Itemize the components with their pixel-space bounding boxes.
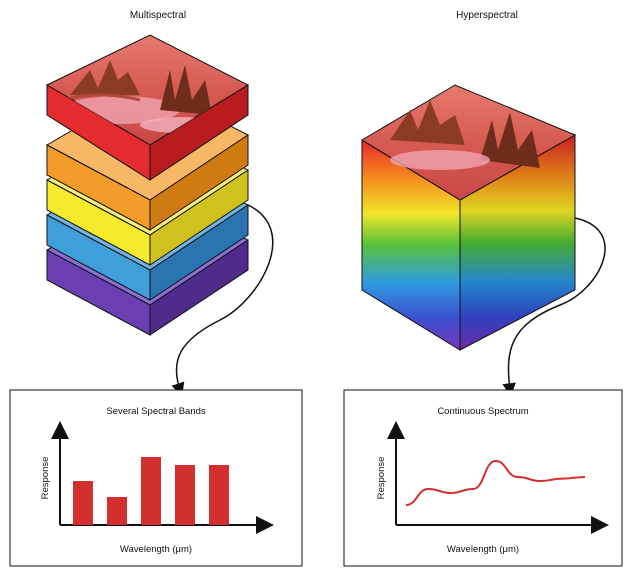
title-multispectral: Multispectral <box>129 10 187 21</box>
band-layer-red <box>45 34 250 181</box>
panel-multispectral: Several Spectral Bands Response Waveleng… <box>9 389 303 567</box>
arrow-right <box>502 217 606 397</box>
bar-3 <box>141 457 161 525</box>
panel-title-right: Continuous Spectrum <box>437 406 528 417</box>
hyperspectral-cube <box>361 84 577 351</box>
title-hyperspectral: Hyperspectral <box>456 10 518 21</box>
panel-title-left: Several Spectral Bands <box>106 406 206 417</box>
bar-4 <box>175 465 195 525</box>
arrow-left <box>171 204 274 397</box>
landscape-scene <box>59 60 220 133</box>
y-label-right: Response <box>376 457 387 500</box>
bar-1 <box>73 481 93 525</box>
multispectral-stack <box>45 34 250 336</box>
bar-5 <box>209 465 229 525</box>
bar-series <box>73 457 229 525</box>
landscape-scene-hyper <box>390 100 540 170</box>
bar-2 <box>107 497 127 525</box>
x-label-left: Wavelength (μm) <box>120 544 192 555</box>
y-label-left: Response <box>40 457 51 500</box>
panel-hyperspectral: Continuous Spectrum Response Wavelength … <box>343 389 623 567</box>
spectrum-curve <box>405 459 586 506</box>
x-label-right: Wavelength (μm) <box>447 544 519 555</box>
